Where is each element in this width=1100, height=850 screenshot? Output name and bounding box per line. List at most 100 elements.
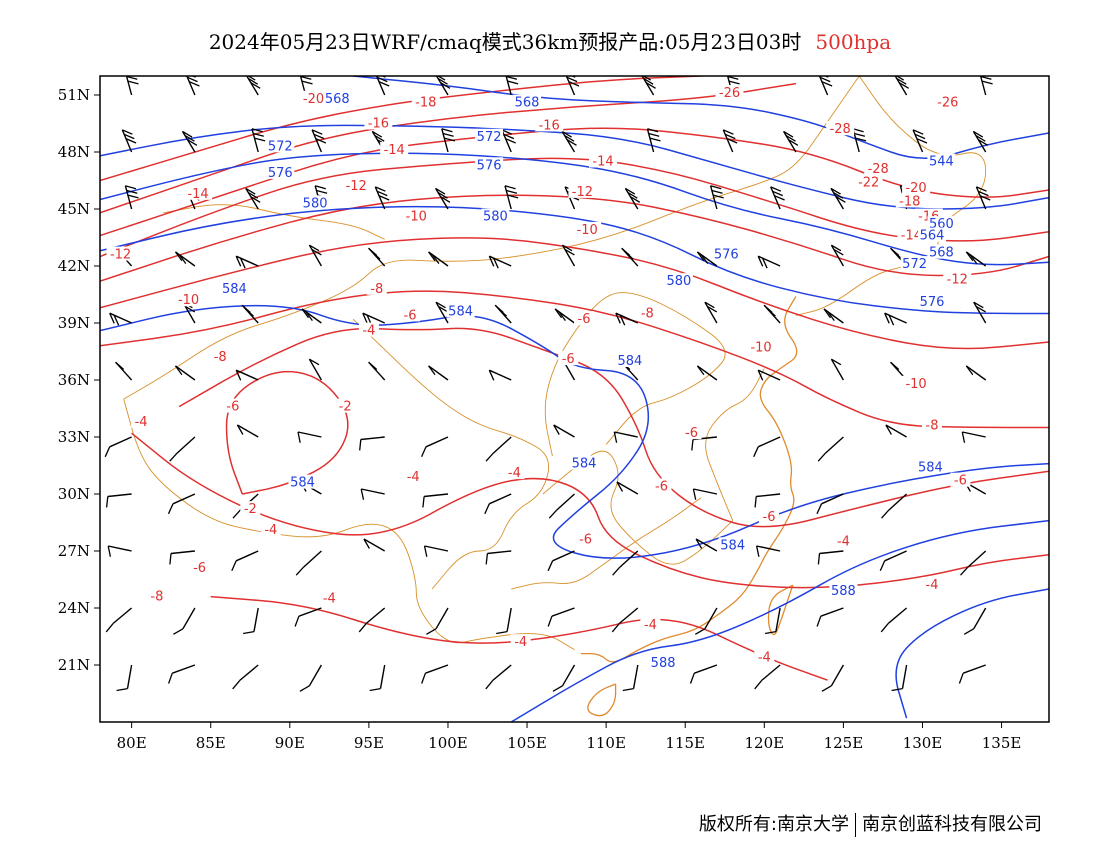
contour-label: 580: [301, 195, 330, 211]
contour-label: -14: [589, 153, 617, 170]
wind-barb: [485, 436, 512, 462]
contour-label: 584: [570, 455, 598, 472]
province-boundary: [352, 318, 550, 590]
y-tick-label: 48N: [58, 143, 90, 161]
wind-barb: [488, 255, 512, 269]
wind-barb: [358, 607, 386, 633]
footer-copyright: 版权所有:南京大学 南京创蓝科技有限公司: [699, 810, 1042, 837]
contour-label-text: -4: [644, 618, 657, 633]
contour-label: 576: [266, 164, 295, 181]
geopotential-contour: [100, 205, 1049, 315]
wind-barb: [965, 251, 987, 267]
contour-label: -10: [902, 375, 931, 392]
wind-barb: [501, 129, 516, 153]
contour-label-text: -12: [346, 179, 367, 194]
x-tick-label: 115E: [665, 734, 705, 752]
province-boundary: [542, 450, 734, 565]
contour-label-text: -6: [578, 312, 591, 327]
wind-barb: [821, 664, 845, 692]
wind-barb: [764, 607, 781, 635]
contour-labels: -20 568 -18 568-16 -16572572-14-14576576-14-…: [106, 85, 972, 671]
wind-barb: [830, 358, 845, 381]
contour-label: 584: [916, 459, 945, 475]
wind-barb: [174, 365, 196, 381]
wind-barb: [169, 550, 195, 565]
contour-label: -6: [950, 472, 971, 489]
wind-barb: [830, 187, 846, 210]
wind-barb: [422, 493, 449, 508]
contour-label-text: 584: [720, 538, 745, 553]
province-boundary: [163, 204, 385, 240]
contour-label: -10: [174, 292, 203, 308]
wind-barb: [181, 130, 198, 153]
wind-barb: [709, 185, 724, 210]
contour-label-text: -20: [905, 181, 926, 196]
contour-label-text: 576: [268, 166, 293, 181]
contour-label: -8: [146, 588, 167, 605]
contour-label-text: -4: [508, 466, 521, 481]
contour-label: 584: [718, 537, 747, 553]
wind-barb: [757, 369, 781, 381]
chart-title: 2024年05月23日WRF/cmaq模式36km预报产品:05月23日03时 5…: [0, 26, 1100, 55]
contour-label: 576: [712, 246, 741, 263]
contour-label-text: 568: [929, 246, 954, 261]
contour-label-text: -26: [719, 86, 740, 101]
x-tick-label: 95E: [354, 734, 384, 752]
wind-barb: [975, 186, 991, 210]
geopotential-contour: [895, 588, 1049, 719]
contour-label-text: -20: [303, 92, 324, 107]
contour-label-text: -8: [926, 419, 939, 434]
wind-barb: [961, 431, 986, 443]
wind-barb: [488, 369, 512, 381]
wind-barb: [363, 538, 386, 552]
temperature-isotherm: [178, 327, 1049, 528]
province-boundary: [511, 497, 702, 590]
contour-label-text: -16: [368, 117, 389, 132]
contour-label: 584: [446, 303, 475, 320]
wind-barb: [894, 76, 910, 96]
contour-label-text: 568: [515, 96, 540, 111]
contour-label-text: 572: [902, 257, 927, 272]
wind-barb: [428, 365, 449, 381]
wind-barb: [830, 244, 845, 267]
wind-barb: [622, 664, 639, 692]
contour-label: -10: [402, 208, 431, 225]
wind-barb: [884, 312, 907, 326]
contour-label-text: -16: [539, 118, 560, 133]
wind-barb: [435, 301, 449, 324]
contour-label-text: -4: [407, 470, 420, 485]
contour-label: 584: [288, 474, 317, 491]
wind-barb: [757, 255, 781, 269]
contour-label: 568: [513, 94, 541, 111]
wind-barb: [879, 550, 907, 572]
temperature-isotherm: [100, 76, 702, 182]
contour-label: -12: [342, 178, 371, 194]
wind-barb: [754, 493, 781, 508]
contour-label: 580: [664, 273, 693, 289]
temperature-isotherm: [100, 157, 1049, 258]
wind-barb: [308, 358, 323, 381]
wind-barb: [611, 607, 639, 633]
contour-label-text: 584: [222, 282, 247, 297]
contour-label: 588: [649, 655, 678, 671]
wind-barb: [624, 187, 641, 210]
boundary-layer: [123, 76, 987, 717]
contour-label-text: -6: [655, 479, 668, 494]
y-tick-label: 30N: [58, 485, 90, 503]
temperature-isotherm: [225, 370, 349, 495]
province-boundary: [705, 368, 765, 521]
wind-barb: [641, 76, 656, 96]
wind-barb: [553, 424, 575, 438]
contour-label-text: -26: [937, 96, 958, 111]
contour-label: -8: [210, 349, 231, 365]
contour-label-text: 588: [831, 584, 856, 599]
x-tick-label: 110E: [586, 734, 626, 752]
wind-barb: [301, 308, 322, 324]
wind-barb: [235, 369, 259, 381]
y-tick-label: 39N: [58, 314, 90, 332]
contour-label-text: -4: [362, 324, 375, 339]
contour-label: -8: [922, 417, 942, 434]
wind-barb: [547, 607, 575, 627]
contour-label-text: 584: [572, 457, 597, 472]
